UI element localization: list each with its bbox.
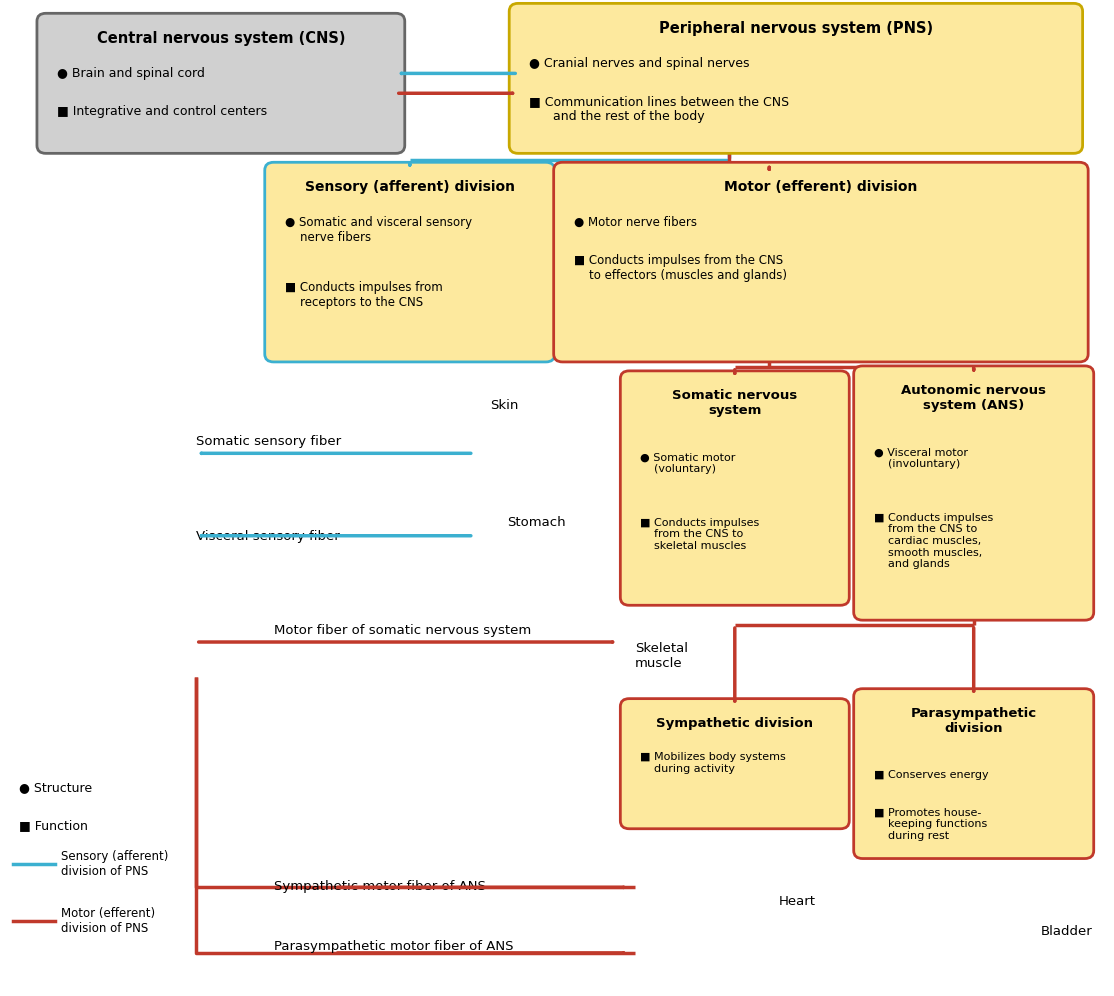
FancyBboxPatch shape <box>37 13 404 153</box>
Text: ● Motor nerve fibers: ● Motor nerve fibers <box>574 216 696 229</box>
Text: Sympathetic division: Sympathetic division <box>656 716 813 729</box>
FancyBboxPatch shape <box>853 366 1094 621</box>
Text: ■ Conducts impulses
    from the CNS to
    skeletal muscles: ■ Conducts impulses from the CNS to skel… <box>641 518 760 551</box>
Text: ● Somatic and visceral sensory
    nerve fibers: ● Somatic and visceral sensory nerve fib… <box>285 216 472 244</box>
FancyBboxPatch shape <box>554 162 1088 362</box>
Text: Sensory (afferent)
division of PNS: Sensory (afferent) division of PNS <box>61 851 168 878</box>
Text: Motor (efferent) division: Motor (efferent) division <box>724 180 918 194</box>
Text: Skeletal
muscle: Skeletal muscle <box>635 642 687 670</box>
Text: Parasympathetic motor fiber of ANS: Parasympathetic motor fiber of ANS <box>274 940 514 953</box>
FancyBboxPatch shape <box>853 688 1094 859</box>
Text: ● Somatic motor
    (voluntary): ● Somatic motor (voluntary) <box>641 452 735 474</box>
Text: ■ Mobilizes body systems
    during activity: ■ Mobilizes body systems during activity <box>641 752 786 774</box>
FancyBboxPatch shape <box>265 162 555 362</box>
Text: Somatic nervous
system: Somatic nervous system <box>672 388 798 416</box>
Text: Sensory (afferent) division: Sensory (afferent) division <box>305 180 515 194</box>
Text: Visceral sensory fiber: Visceral sensory fiber <box>196 530 340 543</box>
FancyBboxPatch shape <box>620 698 849 829</box>
Text: Heart: Heart <box>780 895 817 908</box>
Text: ■ Communication lines between the CNS
      and the rest of the body: ■ Communication lines between the CNS an… <box>529 95 790 123</box>
Text: ■ Promotes house-
    keeping functions
    during rest: ■ Promotes house- keeping functions duri… <box>873 808 987 841</box>
Text: ■ Conducts impulses from
    receptors to the CNS: ■ Conducts impulses from receptors to th… <box>285 282 442 310</box>
Text: ■ Integrative and control centers: ■ Integrative and control centers <box>57 105 267 118</box>
Text: ● Brain and spinal cord: ● Brain and spinal cord <box>57 67 205 80</box>
Text: ● Cranial nerves and spinal nerves: ● Cranial nerves and spinal nerves <box>529 57 750 70</box>
Text: ■ Function: ■ Function <box>19 819 88 832</box>
Text: Sympathetic motor fiber of ANS: Sympathetic motor fiber of ANS <box>274 880 486 893</box>
Text: Motor fiber of somatic nervous system: Motor fiber of somatic nervous system <box>274 624 531 637</box>
Text: Somatic sensory fiber: Somatic sensory fiber <box>196 435 341 448</box>
Text: Bladder: Bladder <box>1040 925 1092 938</box>
Text: ■ Conserves energy: ■ Conserves energy <box>873 770 988 780</box>
Text: Motor (efferent)
division of PNS: Motor (efferent) division of PNS <box>61 906 156 934</box>
FancyBboxPatch shape <box>509 3 1083 153</box>
FancyBboxPatch shape <box>620 371 849 606</box>
Text: ● Visceral motor
    (involuntary): ● Visceral motor (involuntary) <box>873 447 968 469</box>
Text: Central nervous system (CNS): Central nervous system (CNS) <box>97 31 345 46</box>
Text: Autonomic nervous
system (ANS): Autonomic nervous system (ANS) <box>901 383 1046 411</box>
Text: ● Structure: ● Structure <box>19 781 92 794</box>
Text: Stomach: Stomach <box>507 516 566 529</box>
Text: ■ Conducts impulses from the CNS
    to effectors (muscles and glands): ■ Conducts impulses from the CNS to effe… <box>574 254 786 282</box>
Text: ■ Conducts impulses
    from the CNS to
    cardiac muscles,
    smooth muscles,: ■ Conducts impulses from the CNS to card… <box>873 513 993 570</box>
Text: Skin: Skin <box>490 398 519 411</box>
Text: Peripheral nervous system (PNS): Peripheral nervous system (PNS) <box>658 21 934 36</box>
Text: Parasympathetic
division: Parasympathetic division <box>910 706 1037 735</box>
